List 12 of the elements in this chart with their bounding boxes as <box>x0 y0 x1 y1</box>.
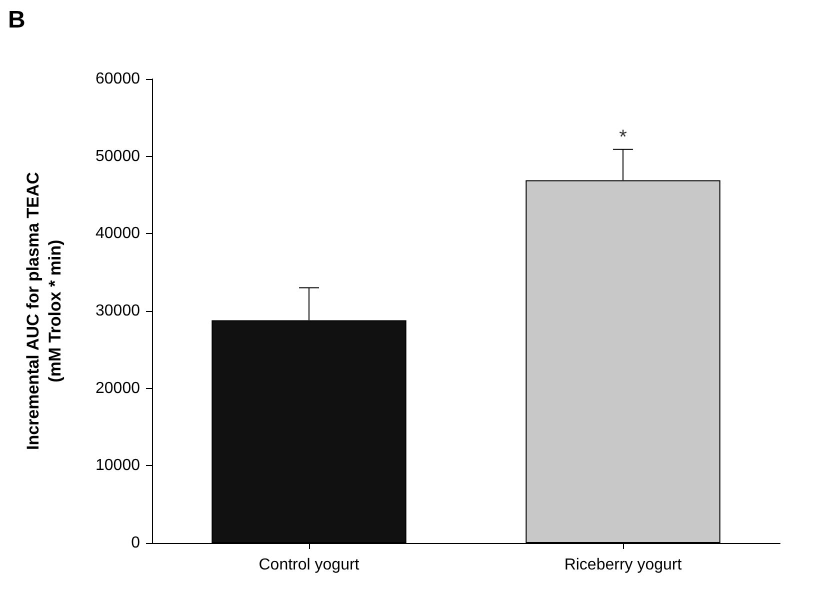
y-tick-label: 10000 <box>96 457 140 474</box>
y-tick-label: 60000 <box>96 70 140 88</box>
y-tick-label: 20000 <box>96 380 140 397</box>
y-tick-label: 0 <box>131 534 140 552</box>
y-axis-title: Incremental AUC for plasma TEAC (mM Trolox * min) <box>24 172 64 450</box>
y-tick-label: 40000 <box>96 225 140 242</box>
y-tick-label: 30000 <box>96 302 140 320</box>
annotation: * <box>619 126 628 148</box>
text: B <box>8 6 26 34</box>
x-tick-label: Control yogurt <box>258 556 360 574</box>
x-tick-label: Riceberry yogurt <box>564 556 682 574</box>
y-tick-label: 50000 <box>96 148 140 165</box>
